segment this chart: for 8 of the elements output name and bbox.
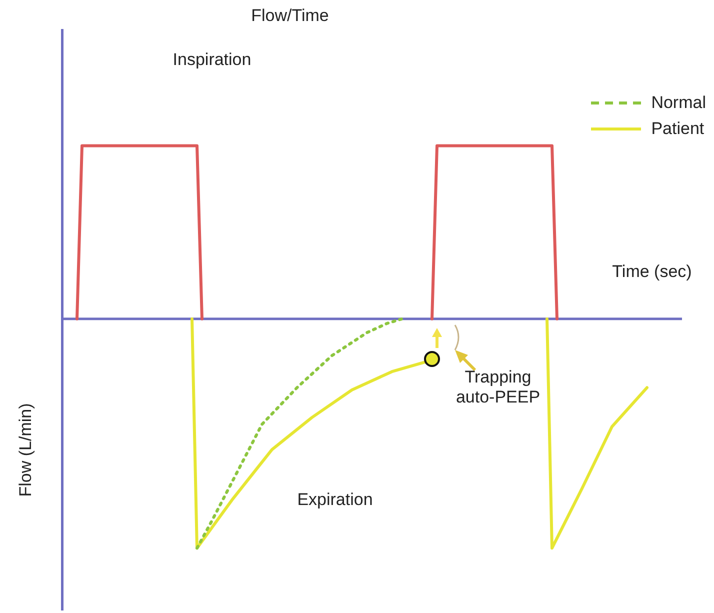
annotation: Expiration [297,490,373,510]
chart-title: Flow/Time [251,6,329,26]
legend-label: Patient [651,119,704,139]
x-axis-title: Time (sec) [612,262,692,282]
text: Inspiration [172,50,252,70]
annotation: Trapping auto-PEEP [456,368,540,408]
legend-label: Normal [651,93,706,113]
y-axis-title: Flow (L/min) [16,403,36,497]
